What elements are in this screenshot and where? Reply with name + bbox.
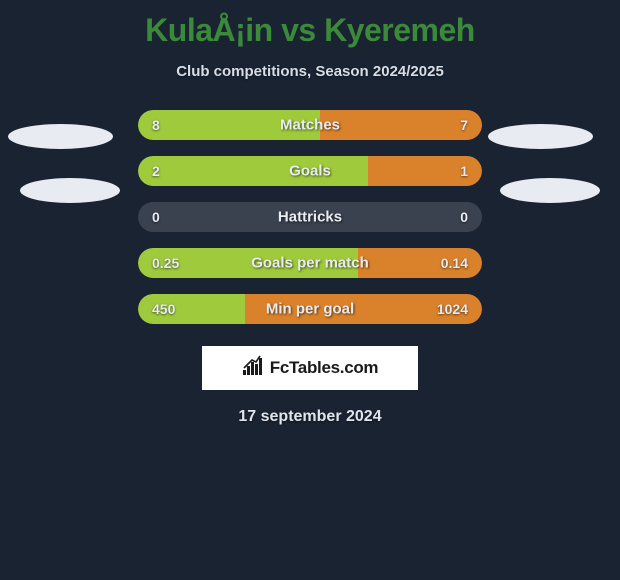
stat-label: Matches [280,117,340,134]
stat-value-left: 0.25 [152,255,179,271]
decorative-ellipse [500,178,600,203]
decorative-ellipse [20,178,120,203]
stat-value-left: 2 [152,163,160,179]
stat-row: 450 Min per goal 1024 [138,294,482,324]
stat-label: Goals [289,163,331,180]
stat-value-right: 1 [460,163,468,179]
bar-right-fill [320,110,482,140]
stat-row: 2 Goals 1 [138,156,482,186]
bar-left-fill [138,156,368,186]
date-label: 17 september 2024 [0,408,620,426]
stat-value-right: 7 [460,117,468,133]
bar-chart-icon [242,355,264,382]
stat-value-right: 0 [460,209,468,225]
page-subtitle: Club competitions, Season 2024/2025 [0,63,620,80]
branding-text: FcTables.com [270,358,379,378]
stat-value-left: 8 [152,117,160,133]
stat-value-left: 450 [152,301,175,317]
stat-label: Goals per match [251,255,369,272]
comparison-chart: 8 Matches 7 2 Goals 1 0 Hattricks 0 0.25 Goals per… [138,110,482,324]
stat-value-right: 1024 [437,301,468,317]
stat-value-left: 0 [152,209,160,225]
decorative-ellipse [488,124,593,149]
stat-row: 8 Matches 7 [138,110,482,140]
decorative-ellipse [8,124,113,149]
stat-value-right: 0.14 [441,255,468,271]
page-title: KulaÅ¡in vs Kyeremeh [0,0,620,49]
stat-row: 0.25 Goals per match 0.14 [138,248,482,278]
stat-label: Min per goal [266,301,354,318]
branding-box: FcTables.com [202,346,418,390]
stat-label: Hattricks [278,209,342,226]
stat-row: 0 Hattricks 0 [138,202,482,232]
